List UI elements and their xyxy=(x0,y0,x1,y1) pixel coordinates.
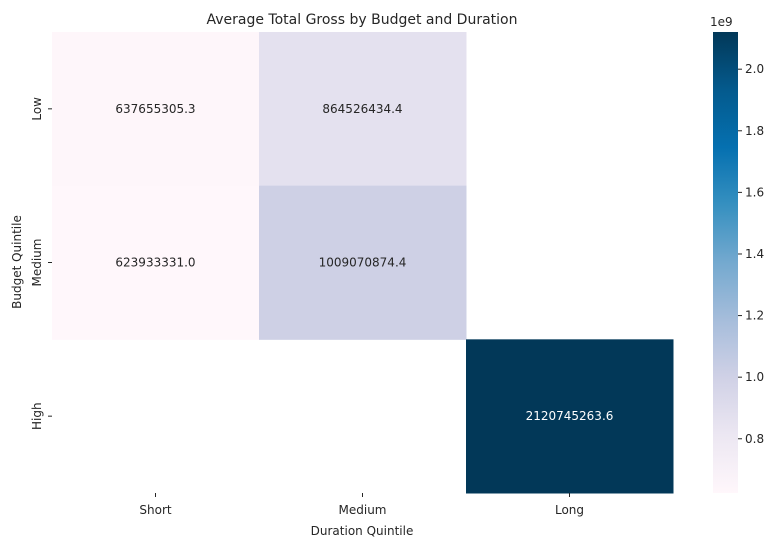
colorbar: 0.8 1.0 1.2 1.4 1.6 1.8 2.0 1e9 xyxy=(710,15,764,493)
heatmap-cells xyxy=(52,32,674,494)
colorbar-offset-label: 1e9 xyxy=(710,15,733,29)
chart-title: Average Total Gross by Budget and Durati… xyxy=(206,12,517,28)
heatmap-cell xyxy=(52,32,260,187)
cell-value-label: 1009070874.4 xyxy=(319,256,407,270)
cell-value-label: 623933331.0 xyxy=(115,256,195,270)
colorbar-gradient xyxy=(713,32,738,493)
colorbar-ticks: 0.8 1.0 1.2 1.4 1.6 1.8 2.0 xyxy=(738,62,764,446)
y-tick-label: Low xyxy=(30,97,44,121)
heatmap-cell xyxy=(466,339,674,494)
colorbar-tick-label: 1.6 xyxy=(745,185,764,199)
x-tick-label: Medium xyxy=(339,503,387,517)
colorbar-tick-label: 1.4 xyxy=(745,247,764,261)
colorbar-tick-label: 1.0 xyxy=(745,370,764,384)
x-tick-label: Long xyxy=(555,503,584,517)
y-tick-label: High xyxy=(30,402,44,430)
y-tick-label: Medium xyxy=(30,239,44,287)
heatmap-cell-labels: 637655305.3 864526434.4 623933331.0 1009070… xyxy=(115,102,613,423)
y-axis: Low Medium High xyxy=(30,97,52,430)
x-axis: Short Medium Long xyxy=(139,493,584,517)
cell-value-label: 637655305.3 xyxy=(115,102,195,116)
x-axis-label: Duration Quintile xyxy=(311,524,414,538)
y-axis-label: Budget Quintile xyxy=(10,215,24,309)
colorbar-tick-label: 2.0 xyxy=(745,62,764,76)
heatmap-cell xyxy=(259,32,467,187)
heatmap-cell xyxy=(52,185,260,340)
heatmap-cell xyxy=(259,185,467,340)
cell-value-label: 864526434.4 xyxy=(322,102,402,116)
cell-value-label: 2120745263.6 xyxy=(526,409,614,423)
colorbar-tick-label: 1.8 xyxy=(745,124,764,138)
colorbar-tick-label: 0.8 xyxy=(745,432,764,446)
colorbar-tick-label: 1.2 xyxy=(745,309,764,323)
x-tick-label: Short xyxy=(139,503,171,517)
